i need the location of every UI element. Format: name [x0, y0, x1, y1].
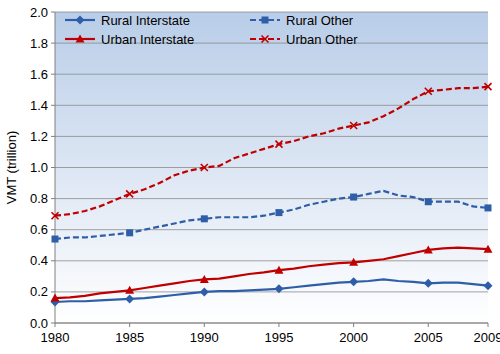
legend-label: Rural Interstate	[101, 13, 190, 28]
grid-line	[55, 323, 488, 324]
y-tick	[51, 229, 55, 230]
marker	[51, 294, 60, 302]
y-tick	[51, 167, 55, 168]
marker	[126, 190, 133, 197]
x-tick-label: 2009	[474, 330, 500, 345]
x-tick-label: 1985	[115, 330, 144, 345]
legend: Rural Interstate Rural Other Urban Interst…	[65, 13, 358, 47]
legend-label: Urban Other	[286, 32, 358, 47]
marker	[274, 266, 283, 274]
y-tick	[51, 74, 55, 75]
chart: 0.0 0.2 0.4 0.6 0.8 1.0 1.2 1.4 1.6 1.8 2.0 1980 198…	[0, 0, 500, 354]
marker	[52, 236, 59, 243]
plot-data	[51, 83, 493, 306]
y-tick-label: 1.4	[30, 98, 48, 113]
y-tick-label: 0.4	[30, 253, 48, 268]
grid-line	[55, 167, 488, 168]
marker	[349, 258, 358, 266]
y-tick	[51, 136, 55, 137]
x-tick	[204, 323, 205, 327]
series-line	[55, 87, 488, 216]
marker	[125, 294, 134, 303]
grid-line	[55, 105, 488, 106]
y-tick-label: 2.0	[30, 5, 48, 20]
y-tick-label: 1.6	[30, 67, 48, 82]
legend-marker	[76, 35, 85, 43]
legend-label: Rural Other	[286, 13, 354, 28]
marker	[485, 83, 492, 90]
y-tick	[51, 105, 55, 106]
grid-line	[55, 136, 488, 137]
marker	[201, 164, 208, 171]
marker	[201, 215, 208, 222]
x-tick	[55, 323, 56, 327]
marker	[126, 229, 133, 236]
grid-line	[55, 260, 488, 261]
grid-line	[55, 229, 488, 230]
y-tick-label: 1.2	[30, 129, 48, 144]
y-tick	[51, 260, 55, 261]
marker	[424, 279, 433, 288]
x-tick	[428, 323, 429, 327]
marker	[425, 198, 432, 205]
legend-label: Urban Interstate	[101, 32, 194, 47]
marker	[275, 141, 282, 148]
x-tick	[353, 323, 354, 327]
legend-marker	[262, 36, 269, 43]
plot-background	[55, 12, 488, 323]
marker	[125, 286, 134, 294]
marker	[425, 88, 432, 95]
marker	[349, 277, 358, 286]
marker	[424, 245, 433, 253]
y-tick-label: 1.0	[30, 160, 48, 175]
x-tick	[129, 323, 130, 327]
x-tick-label: 2005	[414, 330, 443, 345]
y-tick-label: 0.8	[30, 191, 48, 206]
y-tick	[51, 43, 55, 44]
y-tick	[51, 198, 55, 199]
marker	[485, 204, 492, 211]
x-tick-label: 1980	[41, 330, 70, 345]
marker	[274, 284, 283, 293]
marker	[200, 275, 209, 283]
x-tick-label: 1990	[190, 330, 219, 345]
x-tick	[278, 323, 279, 327]
grid-line	[55, 74, 488, 75]
legend-marker	[76, 16, 85, 25]
y-axis	[55, 12, 56, 323]
marker	[275, 209, 282, 216]
marker	[350, 122, 357, 129]
x-axis	[55, 323, 488, 324]
marker	[350, 194, 357, 201]
marker	[52, 212, 59, 219]
series-line	[55, 248, 488, 299]
y-tick	[51, 291, 55, 292]
x-tick-label: 1995	[265, 330, 294, 345]
marker	[484, 281, 493, 290]
y-tick-label: 0.2	[30, 284, 48, 299]
y-axis-label: VMT (trillion)	[4, 131, 19, 204]
y-tick-label: 1.8	[30, 36, 48, 51]
x-tick-label: 2000	[339, 330, 368, 345]
y-tick	[51, 12, 55, 13]
x-tick	[488, 323, 489, 327]
y-tick	[51, 323, 55, 324]
marker	[484, 245, 493, 253]
marker	[200, 287, 209, 296]
legend-marker	[262, 17, 269, 24]
y-tick-label: 0.0	[30, 316, 48, 331]
y-tick-label: 0.6	[30, 222, 48, 237]
